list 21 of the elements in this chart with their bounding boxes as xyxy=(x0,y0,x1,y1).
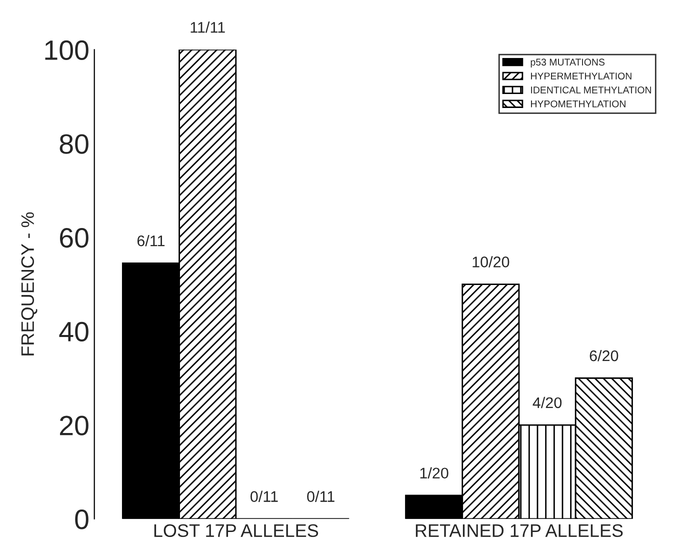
legend-label: HYPERMETHYLATION xyxy=(531,72,632,80)
y-tick-label: 60 xyxy=(60,228,88,248)
x-tick-label: LOST 17P ALLELES xyxy=(154,524,318,538)
data-label: 4/20 xyxy=(532,396,562,408)
y-tick-label: 40 xyxy=(59,322,88,342)
data-label: 0/11 xyxy=(307,490,334,502)
y-tick-label: 100 xyxy=(45,40,88,60)
data-label: 6/11 xyxy=(137,235,165,246)
data-label: 6/20 xyxy=(590,350,618,362)
y-tick-label: 80 xyxy=(60,134,88,154)
data-label: 1/20 xyxy=(420,467,448,479)
legend-label: p53 MUTATIONS xyxy=(530,58,605,68)
data-label: 11/11 xyxy=(190,22,225,33)
data-label: 0/11 xyxy=(250,490,278,502)
legend-label: IDENTICAL METHYLATION xyxy=(531,86,651,94)
y-axis-title: FREQUENCY - % xyxy=(21,212,38,356)
x-tick-label: RETAINED 17P ALLELES xyxy=(416,524,623,538)
data-label: 10/20 xyxy=(472,256,510,268)
y-tick-label: 20 xyxy=(60,416,88,436)
legend-label: HYPOMETHYLATION xyxy=(531,100,626,108)
y-tick-label: 0 xyxy=(75,510,88,530)
